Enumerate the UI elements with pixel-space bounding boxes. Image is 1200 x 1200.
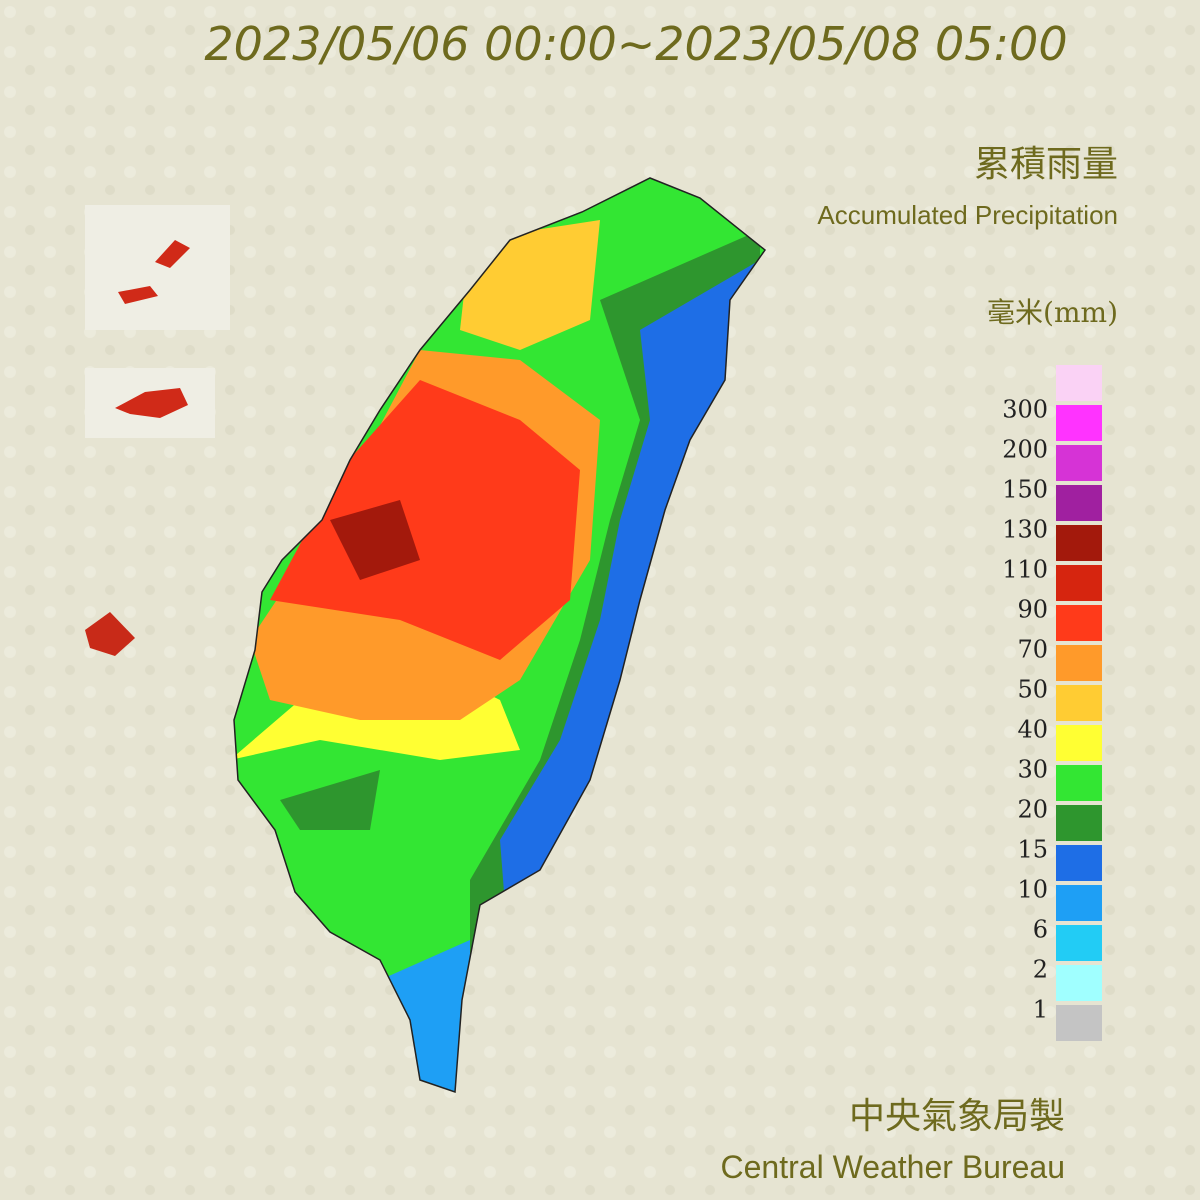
legend-swatch xyxy=(1056,685,1102,721)
legend-swatch xyxy=(1056,405,1102,441)
legend-swatch xyxy=(1056,645,1102,681)
legend-unit: 毫米(mm) xyxy=(987,296,1118,329)
footer-en: Central Weather Bureau xyxy=(721,1149,1065,1185)
legend-swatch xyxy=(1056,765,1102,801)
inset-island xyxy=(118,240,190,304)
legend-swatch xyxy=(1056,565,1102,601)
legend-label: 70 xyxy=(1017,636,1048,664)
legend-swatch xyxy=(1056,485,1102,521)
legend-label: 300 xyxy=(1002,396,1048,424)
legend-swatch xyxy=(1056,525,1102,561)
legend-title-en: Accumulated Precipitation xyxy=(817,200,1118,230)
legend-swatch xyxy=(1056,605,1102,641)
legend-label: 1 xyxy=(1033,996,1048,1024)
legend-swatch xyxy=(1056,845,1102,881)
legend-label: 10 xyxy=(1017,876,1048,904)
legend-label: 30 xyxy=(1017,756,1048,784)
legend-label: 130 xyxy=(1002,516,1048,544)
legend-swatch xyxy=(1056,885,1102,921)
legend-swatch xyxy=(1056,805,1102,841)
legend-swatch xyxy=(1056,365,1102,401)
legend: 300 200 150 130 110 90 70 50 40 30 20 15 10 6 2 1 xyxy=(1002,365,1102,1041)
legend-label: 110 xyxy=(1002,556,1048,584)
inset-matsu xyxy=(85,205,230,330)
legend-label: 150 xyxy=(1002,476,1048,504)
legend-label: 6 xyxy=(1033,916,1048,944)
legend-swatch xyxy=(1056,1005,1102,1041)
map-title: 2023/05/06 00:00~2023/05/08 05:00 xyxy=(204,17,1067,71)
inset-island xyxy=(115,388,188,418)
penghu xyxy=(85,612,135,656)
footer-zh: 中央氣象局製 xyxy=(849,1096,1065,1137)
legend-label: 90 xyxy=(1017,596,1048,624)
legend-swatch xyxy=(1056,965,1102,1001)
legend-swatch xyxy=(1056,725,1102,761)
legend-swatch xyxy=(1056,445,1102,481)
legend-label: 20 xyxy=(1017,796,1048,824)
legend-label: 2 xyxy=(1033,956,1048,984)
legend-label: 15 xyxy=(1017,836,1048,864)
legend-swatch xyxy=(1056,925,1102,961)
legend-label: 40 xyxy=(1017,716,1048,744)
legend-label: 200 xyxy=(1002,436,1048,464)
legend-label: 50 xyxy=(1017,676,1048,704)
legend-title-zh: 累積雨量 xyxy=(974,144,1118,185)
